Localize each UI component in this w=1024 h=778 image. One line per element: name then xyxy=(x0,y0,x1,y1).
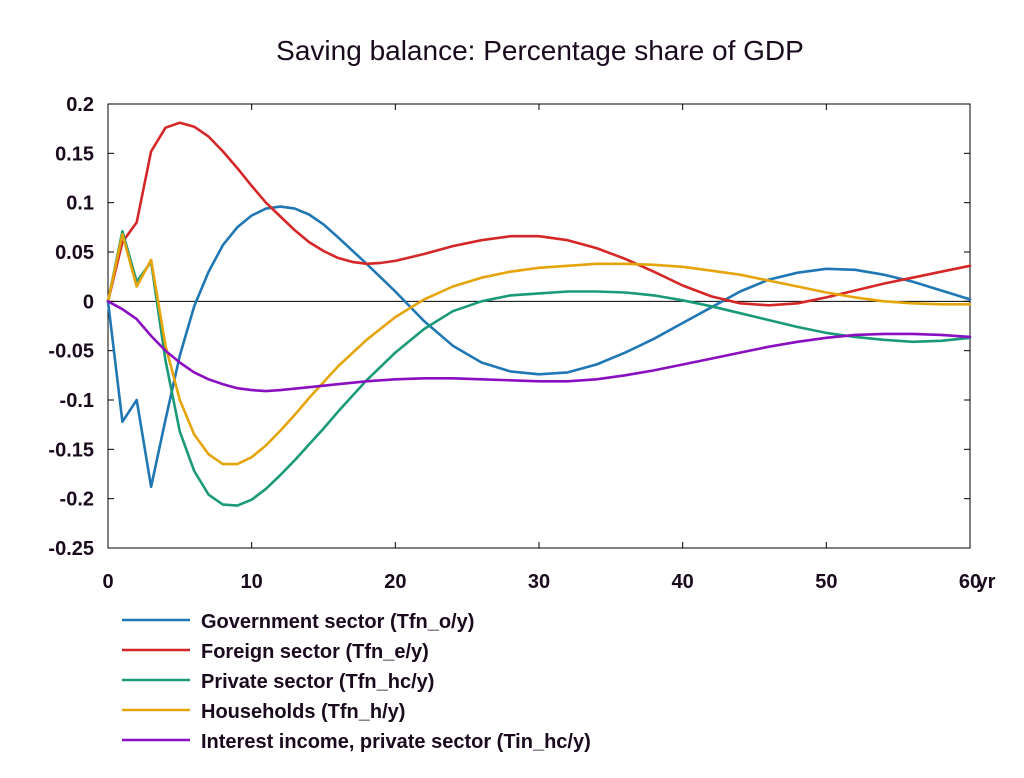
y-tick-label: 0 xyxy=(83,291,94,313)
y-tick-label: -0.25 xyxy=(48,538,94,560)
y-axis-ticks: 0.2 0.15 0.1 0.05 0 -0.05 -0.1 -0.15 -0.2 -0.25 xyxy=(48,94,970,560)
series-lines xyxy=(106,121,972,507)
x-tick-label: 0 xyxy=(102,571,113,593)
y-tick-label: -0.1 xyxy=(60,390,94,412)
series-line-2 xyxy=(106,121,972,307)
legend-label-5: Interest income, private sector (Tin_hc/… xyxy=(201,731,591,753)
x-tick-label: 30 xyxy=(528,571,550,593)
legend: Government sector (Tfn_o/y) Foreign secto… xyxy=(122,611,591,753)
series-line-5 xyxy=(106,300,972,393)
y-tick-label: -0.2 xyxy=(60,489,94,511)
legend-label-3: Private sector (Tfn_hc/y) xyxy=(201,671,434,693)
y-tick-label: -0.05 xyxy=(48,341,94,363)
legend-label-2: Foreign sector (Tfn_e/y) xyxy=(201,641,429,663)
x-tick-label: 40 xyxy=(672,571,694,593)
series-line-3 xyxy=(106,230,972,507)
plot-area xyxy=(107,103,971,549)
x-tick-label: 60 xyxy=(959,571,981,593)
legend-label-4: Households (Tfn_h/y) xyxy=(201,701,405,723)
y-tick-label: 0.2 xyxy=(66,94,94,116)
series-line-1 xyxy=(106,205,972,489)
plot-frame xyxy=(107,103,971,549)
legend-label-1: Government sector (Tfn_o/y) xyxy=(201,611,474,633)
chart-title: Saving balance: Percentage share of GDP xyxy=(276,35,804,66)
y-tick-label: 0.15 xyxy=(55,143,94,165)
x-tick-label: 10 xyxy=(241,571,263,593)
y-tick-label: 0.05 xyxy=(55,242,94,264)
series-line-4 xyxy=(106,232,972,466)
y-tick-label: 0.1 xyxy=(66,193,94,215)
x-tick-label: 50 xyxy=(815,571,837,593)
x-tick-label: 20 xyxy=(384,571,406,593)
y-tick-label: -0.15 xyxy=(48,439,94,461)
x-axis-unit: yr xyxy=(977,571,996,593)
